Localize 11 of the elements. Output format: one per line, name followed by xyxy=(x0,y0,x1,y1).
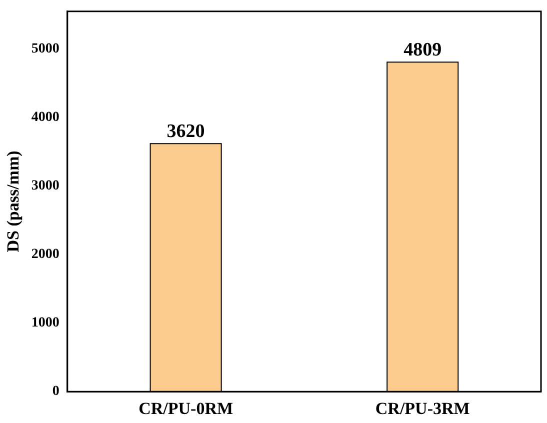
y-tick-label: 3000 xyxy=(31,178,60,194)
data-label: 3620 xyxy=(166,121,205,142)
x-tick-label: CR/PU-0RM xyxy=(138,399,234,418)
y-tick-label: 4000 xyxy=(31,110,60,126)
y-tick-label: 2000 xyxy=(31,247,60,262)
y-tick-label: 0 xyxy=(52,384,60,400)
y-tick-label: 5000 xyxy=(31,42,60,57)
data-label: 4809 xyxy=(404,40,442,61)
x-tick-label: CR/PU-3RM xyxy=(375,399,470,418)
y-tick-label: 1000 xyxy=(31,316,60,331)
y-axis-title: DS (pass/mm) xyxy=(4,150,23,252)
